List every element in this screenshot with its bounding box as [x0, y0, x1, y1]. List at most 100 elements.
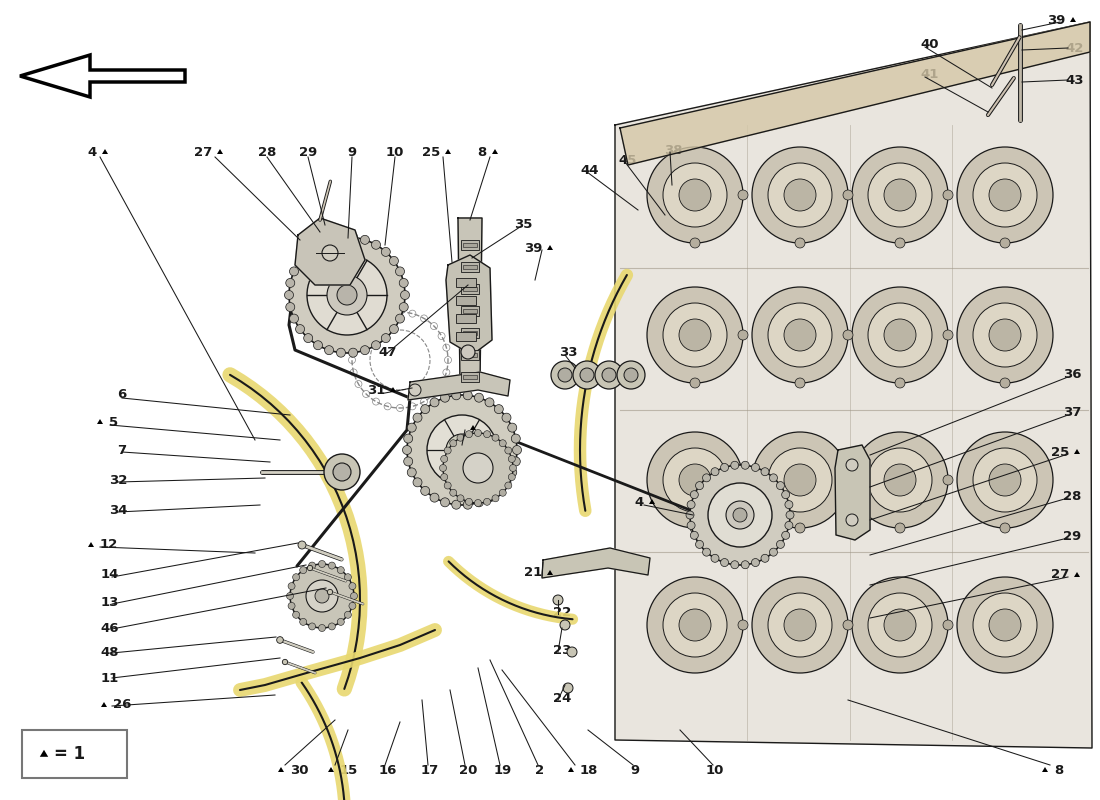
- Circle shape: [843, 190, 852, 200]
- Circle shape: [768, 448, 832, 512]
- Circle shape: [720, 558, 728, 566]
- Circle shape: [573, 361, 601, 389]
- Circle shape: [786, 511, 794, 519]
- Bar: [463, 309, 477, 313]
- Circle shape: [989, 609, 1021, 641]
- Circle shape: [751, 558, 759, 566]
- Circle shape: [508, 455, 515, 462]
- Circle shape: [304, 247, 312, 256]
- Circle shape: [741, 561, 749, 569]
- Text: 33: 33: [559, 346, 578, 358]
- Circle shape: [344, 611, 351, 618]
- Bar: [463, 287, 477, 291]
- Circle shape: [777, 540, 784, 548]
- Polygon shape: [217, 149, 223, 154]
- Circle shape: [512, 457, 520, 466]
- Circle shape: [337, 348, 345, 357]
- Circle shape: [485, 493, 494, 502]
- Circle shape: [456, 495, 464, 502]
- Circle shape: [647, 147, 742, 243]
- Text: 4: 4: [88, 146, 97, 158]
- Text: 35: 35: [514, 218, 532, 231]
- Circle shape: [974, 303, 1037, 367]
- Bar: [461, 350, 478, 360]
- Circle shape: [795, 238, 805, 248]
- Circle shape: [399, 302, 408, 311]
- Circle shape: [404, 457, 412, 466]
- Text: 17: 17: [421, 763, 439, 777]
- Circle shape: [299, 566, 307, 574]
- Circle shape: [691, 490, 698, 498]
- Polygon shape: [649, 499, 654, 504]
- Circle shape: [868, 448, 932, 512]
- Circle shape: [563, 683, 573, 693]
- Circle shape: [351, 593, 358, 599]
- Circle shape: [508, 468, 517, 477]
- Circle shape: [868, 593, 932, 657]
- Circle shape: [752, 147, 848, 243]
- Circle shape: [440, 465, 447, 471]
- Polygon shape: [408, 372, 510, 400]
- Circle shape: [852, 287, 948, 383]
- Circle shape: [957, 577, 1053, 673]
- Text: 28: 28: [1063, 490, 1081, 503]
- Text: 10: 10: [386, 146, 404, 158]
- Circle shape: [285, 290, 294, 299]
- Text: 12: 12: [100, 538, 119, 551]
- Circle shape: [289, 267, 298, 276]
- Circle shape: [314, 341, 322, 350]
- Circle shape: [296, 325, 305, 334]
- Circle shape: [566, 647, 578, 657]
- Text: 32: 32: [109, 474, 128, 486]
- Polygon shape: [97, 419, 103, 424]
- Circle shape: [679, 179, 711, 211]
- Text: 16: 16: [378, 763, 397, 777]
- Bar: [461, 328, 478, 338]
- Circle shape: [989, 179, 1021, 211]
- Circle shape: [502, 478, 512, 487]
- Polygon shape: [328, 767, 334, 772]
- Polygon shape: [390, 387, 396, 392]
- Circle shape: [868, 303, 932, 367]
- Circle shape: [298, 541, 306, 549]
- Circle shape: [711, 468, 719, 476]
- Circle shape: [512, 434, 520, 443]
- Text: 46: 46: [101, 622, 119, 634]
- Polygon shape: [492, 149, 498, 154]
- Circle shape: [333, 463, 351, 481]
- Text: 27: 27: [1050, 569, 1069, 582]
- Text: 21: 21: [524, 566, 542, 579]
- Circle shape: [730, 462, 739, 470]
- Circle shape: [595, 361, 623, 389]
- Circle shape: [463, 391, 472, 400]
- Circle shape: [322, 245, 338, 261]
- Circle shape: [404, 434, 412, 443]
- Circle shape: [602, 368, 616, 382]
- Circle shape: [412, 413, 422, 422]
- Circle shape: [647, 287, 742, 383]
- Circle shape: [306, 580, 338, 612]
- Circle shape: [1000, 523, 1010, 533]
- Circle shape: [409, 384, 421, 396]
- Circle shape: [1000, 238, 1010, 248]
- Text: 43: 43: [1066, 74, 1085, 86]
- Circle shape: [770, 474, 778, 482]
- Circle shape: [663, 448, 727, 512]
- Text: 37: 37: [1063, 406, 1081, 419]
- Circle shape: [690, 238, 700, 248]
- Circle shape: [463, 500, 472, 509]
- Text: 42: 42: [1066, 42, 1085, 54]
- Text: 20: 20: [459, 763, 477, 777]
- Text: 36: 36: [1063, 369, 1081, 382]
- Circle shape: [430, 398, 439, 407]
- Circle shape: [450, 490, 456, 496]
- Circle shape: [768, 593, 832, 657]
- Bar: [463, 265, 477, 269]
- Circle shape: [338, 618, 344, 626]
- Bar: [461, 372, 478, 382]
- Circle shape: [307, 566, 312, 570]
- Text: 48: 48: [101, 646, 119, 658]
- Circle shape: [289, 314, 298, 323]
- Circle shape: [720, 463, 728, 471]
- Text: 19: 19: [494, 763, 513, 777]
